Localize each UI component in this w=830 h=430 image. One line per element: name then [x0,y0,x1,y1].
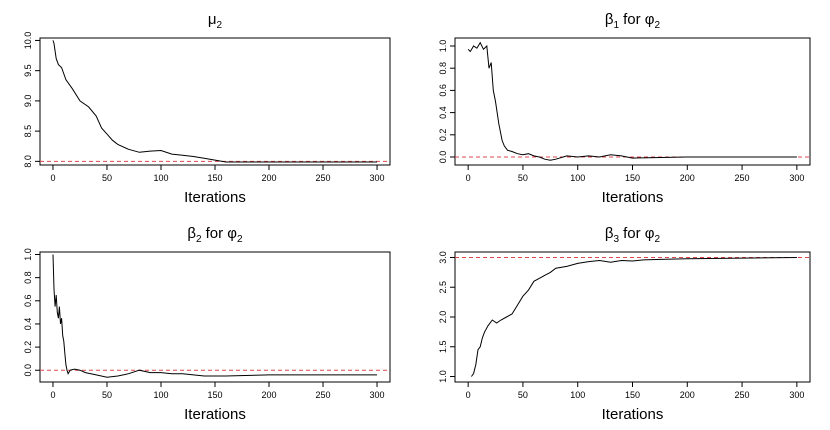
x-tick-label: 200 [680,173,695,183]
title-subscript: 3 [614,234,620,245]
x-tick-label: 0 [50,390,55,400]
x-tick-label: 300 [370,390,385,400]
title-tail-subscript: 2 [237,234,243,245]
chart-panel-1: μ2 0 50 100 150 200 250 300 8.0 8.5 9.0 9.5 10.0 Iter… [23,11,391,206]
y-tick-label: 0.6 [438,84,448,97]
title-tail-subscript: 2 [655,234,661,245]
title-subscript: 2 [196,234,202,245]
chart-title: μ2 [208,11,223,31]
y-tick-label: 0.2 [23,341,33,354]
y-tick-label: 9.5 [23,64,33,77]
x-tick-label: 200 [680,390,695,400]
chart-title: β2 for φ2 [187,225,243,245]
title-subscript: 1 [614,20,620,31]
title-tail: for φ [623,225,655,242]
y-tick-label: 0.4 [438,106,448,119]
chart-title: β3 for φ2 [605,225,661,245]
x-tick-label: 150 [207,173,222,183]
title-tail-subscript: 2 [655,20,661,31]
plot-frame [39,251,391,383]
x-tick-label: 100 [570,390,585,400]
plot-frame [454,37,811,166]
x-tick-label: 300 [789,390,804,400]
x-tick-label: 300 [789,173,804,183]
chart-panel-4: β3 for φ2 0 50 100 150 200 250 300 1.0 1.5 2.0 2.5 3.… [438,225,811,423]
x-tick-label: 50 [102,390,112,400]
x-tick-label: 50 [518,173,528,183]
y-tick-label: 0.8 [438,62,448,75]
x-tick-label: 200 [261,173,276,183]
y-tick-label: 3.0 [438,251,448,264]
x-axis-label: Iterations [602,406,664,423]
title-symbol: β [605,225,614,242]
y-tick-label: 0.8 [23,271,33,284]
title-symbol: μ [208,11,217,28]
title-symbol: β [187,225,196,242]
x-axis-label: Iterations [602,189,664,206]
y-tick-label: 8.0 [23,155,33,168]
y-tick-label: 0.0 [23,364,33,377]
title-symbol: β [605,11,614,28]
x-tick-label: 150 [207,390,222,400]
x-tick-label: 0 [50,173,55,183]
y-tick-label: 1.0 [23,248,33,261]
title-tail: for φ [206,225,238,242]
x-tick-label: 300 [370,173,385,183]
plot-frame [454,251,811,383]
trace-line-series-1 [467,41,797,161]
trace-line-series-1 [52,254,377,378]
x-tick-label: 250 [316,173,331,183]
title-tail: for φ [623,11,655,28]
x-tick-label: 250 [316,390,331,400]
y-tick-label: 1.0 [438,370,448,383]
x-tick-label: 100 [153,390,168,400]
y-tick-label: 0.2 [438,129,448,142]
x-tick-label: 0 [466,173,471,183]
x-axis-label: Iterations [184,406,246,423]
y-tick-label: 1.5 [438,341,448,354]
y-tick-label: 0.6 [23,295,33,308]
x-tick-label: 250 [735,390,750,400]
x-tick-label: 250 [735,173,750,183]
y-tick-label: 10.0 [23,32,33,50]
x-tick-label: 200 [261,390,276,400]
x-tick-label: 150 [625,173,640,183]
chart-title: β1 for φ2 [605,11,661,31]
plot-frame [39,37,391,166]
x-tick-label: 100 [570,173,585,183]
x-tick-label: 50 [102,173,112,183]
y-tick-label: 1.0 [438,40,448,53]
y-tick-label: 0.0 [438,151,448,164]
x-axis-label: Iterations [184,189,246,206]
chart-panel-3: β2 for φ20 50 100 150 200 250 3000.00.20.40.60.… [23,225,391,423]
y-tick-label: 9.0 [23,95,33,108]
y-tick-label: 8.5 [23,125,33,138]
trace-line-series-1 [52,40,377,163]
y-tick-label: 0.4 [23,318,33,331]
x-tick-label: 50 [518,390,528,400]
x-tick-label: 100 [153,173,168,183]
y-tick-label: 2.0 [438,311,448,324]
x-tick-label: 150 [625,390,640,400]
title-subscript: 2 [217,20,223,31]
y-tick-label: 2.5 [438,281,448,294]
x-tick-label: 0 [466,390,471,400]
trace-line-series-1 [470,257,797,377]
chart-panel-2: β1 for φ2 0 50 100 150 200 250 300 0.0 0.2 0.4 0.6 0.… [438,11,811,206]
